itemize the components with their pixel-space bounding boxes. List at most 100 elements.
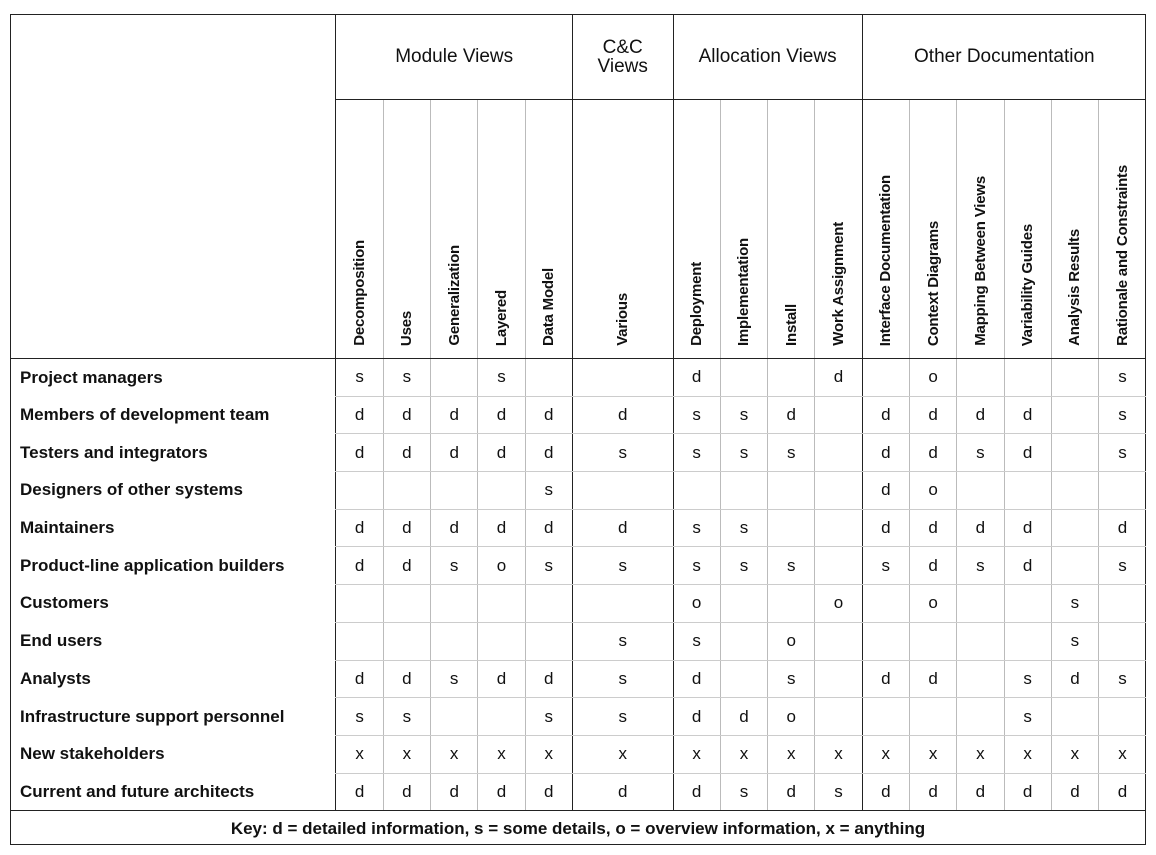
table-cell: [814, 660, 863, 699]
table-cell: [524, 622, 573, 661]
table-cell: d: [672, 697, 721, 736]
table-cell: d: [335, 546, 384, 586]
table-cell: [861, 697, 910, 736]
column-header: Context Diagrams: [908, 99, 957, 359]
table-cell: o: [814, 584, 863, 623]
table-cell: d: [956, 509, 1004, 548]
column-header: Decomposition: [335, 99, 384, 359]
table-cell: d: [430, 433, 478, 473]
table-cell: s: [719, 773, 768, 812]
table-cell: s: [1098, 546, 1146, 586]
column-header: Various: [571, 99, 674, 359]
table-cell: s: [571, 660, 674, 699]
table-cell: d: [571, 396, 674, 435]
table-cell: [477, 622, 526, 661]
stakeholder-documentation-table: Module Views C&C Views Allocation Views Oth…: [10, 14, 1146, 846]
table-cell: [1050, 697, 1099, 736]
key-legend: Key: d = detailed information, s = some …: [230, 818, 926, 838]
table-cell: [1003, 584, 1052, 623]
table-cell: d: [767, 773, 815, 812]
table-cell: s: [1050, 622, 1099, 661]
table-cell: [571, 584, 674, 623]
column-header: Work Assignment: [814, 99, 863, 359]
table-cell: s: [672, 396, 721, 435]
table-cell: x: [767, 735, 815, 774]
table-cell: d: [571, 509, 674, 548]
table-cell: d: [382, 773, 431, 812]
table-cell: [1003, 622, 1052, 661]
table-cell: d: [908, 509, 957, 548]
stakeholder-name: Product-line application builders: [20, 555, 285, 575]
table-cell: x: [1003, 735, 1052, 774]
table-cell: d: [1098, 509, 1146, 548]
table-cell: d: [477, 509, 526, 548]
table-cell: s: [571, 433, 674, 473]
table-cell: s: [1050, 584, 1099, 623]
group-header: Module Views: [335, 14, 573, 100]
table-cell: d: [477, 660, 526, 699]
table-cell: s: [430, 660, 478, 699]
table-cell: s: [814, 773, 863, 812]
table-cell: s: [672, 546, 721, 586]
table-cell: x: [719, 735, 768, 774]
table-cell: [814, 697, 863, 736]
table-cell: d: [767, 396, 815, 435]
column-header: Interface Documentation: [861, 99, 910, 359]
table-cell: s: [956, 546, 1004, 586]
column-header-row: Decomposition Uses Generalization Layered Da…: [10, 99, 1146, 359]
column-header: Mapping Between Views: [956, 99, 1004, 359]
table-cell: d: [524, 773, 573, 812]
table-cell: s: [571, 546, 674, 586]
table-cell: x: [477, 735, 526, 774]
group-header: Other Documentation: [861, 14, 1146, 100]
table-cell: d: [1003, 546, 1052, 586]
table-cell: [719, 358, 768, 397]
column-header-label: Decomposition: [351, 240, 369, 346]
table-cell: o: [477, 546, 526, 586]
table-row: Maintainers d d d d d d s s d d d d d: [10, 509, 1146, 548]
table-cell: [1050, 509, 1099, 548]
column-header-label: Uses: [398, 310, 416, 346]
table-cell: [1003, 471, 1052, 510]
table-cell: o: [672, 584, 721, 623]
table-cell: d: [1003, 509, 1052, 548]
table-cell: o: [908, 584, 957, 623]
table-cell: d: [861, 396, 910, 435]
table-cell: d: [524, 396, 573, 435]
stakeholder-name: Maintainers: [20, 518, 115, 538]
column-header-label: Context Diagrams: [924, 220, 942, 346]
table-row: Customers o o o s: [10, 584, 1146, 623]
table-cell: [956, 358, 1004, 397]
table-cell: d: [430, 396, 478, 435]
column-header-label: Various: [614, 293, 632, 346]
group-header: Allocation Views: [672, 14, 863, 100]
table-cell: x: [956, 735, 1004, 774]
table-row: Product-line application builders d d s o s s s…: [10, 546, 1146, 586]
column-header: Layered: [477, 99, 526, 359]
table-cell: d: [956, 773, 1004, 812]
table-cell: d: [335, 433, 384, 473]
table-cell: x: [814, 735, 863, 774]
table-cell: d: [861, 433, 910, 473]
column-header-label: Deployment: [688, 262, 706, 346]
table-cell: d: [430, 773, 478, 812]
corner-cell: [10, 14, 336, 100]
table-cell: d: [382, 546, 431, 586]
table-cell: [335, 584, 384, 623]
table-cell: [767, 471, 815, 510]
table-row: New stakeholders x x x x x x x x x x x x x x x x: [10, 735, 1146, 774]
table-cell: d: [524, 509, 573, 548]
table-cell: d: [382, 396, 431, 435]
table-cell: [719, 622, 768, 661]
table-cell: s: [571, 697, 674, 736]
table-cell: d: [477, 396, 526, 435]
table-cell: s: [382, 697, 431, 736]
table-row: Infrastructure support personnel s s s s d d o s: [10, 697, 1146, 736]
table-cell: x: [1050, 735, 1099, 774]
table-cell: x: [908, 735, 957, 774]
table-cell: [767, 509, 815, 548]
table-cell: [1098, 471, 1146, 510]
table-cell: [908, 697, 957, 736]
table-cell: [956, 660, 1004, 699]
table-cell: x: [1098, 735, 1146, 774]
